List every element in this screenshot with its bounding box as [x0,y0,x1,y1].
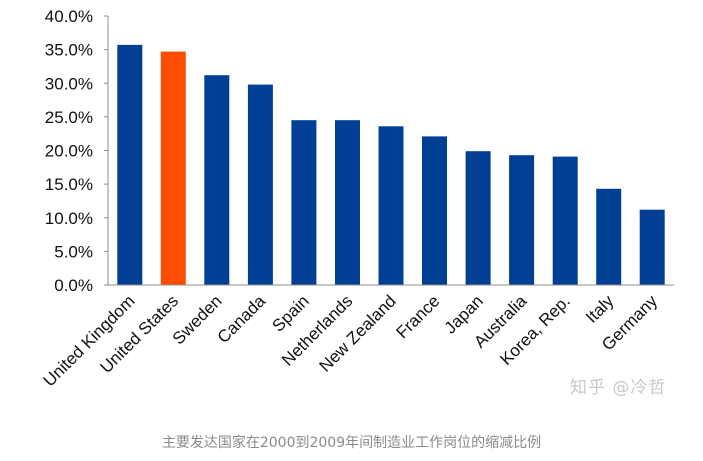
y-tick-label: 20.0% [45,142,93,161]
y-tick-label: 25.0% [45,108,93,127]
bar [465,151,491,285]
bar [160,51,186,285]
figure-caption: 主要发达国家在2000到2009年间制造业工作岗位的缩减比例 [161,435,542,451]
bar [117,44,143,286]
bars [117,44,665,286]
bar [335,120,360,285]
y-tick-label: 10.0% [45,209,93,228]
bar [509,155,535,285]
bar [552,156,578,285]
x-tick-label: Sweden [169,291,226,348]
watermark: 知乎 @冷哲 [570,378,667,398]
y-tick-label: 15.0% [45,175,93,194]
x-tick-label: Italy [582,291,618,327]
y-tick-label: 30.0% [45,74,93,93]
bar [378,126,404,285]
bar [422,136,447,285]
y-axis: 0.0% 5.0% 10.0% 15.0% 20.0% 25.0% 30.0% 35.0% 40… [45,7,108,295]
bar [247,84,273,285]
bar [639,209,665,285]
x-tick-label: New Zealand [316,291,400,375]
x-tick-label: Canada [214,291,270,347]
y-tick-label: 5.0% [54,242,93,261]
y-tick-label: 35.0% [45,41,93,60]
bar [291,120,317,285]
bar [204,75,230,285]
bar [596,188,622,285]
y-tick-label: 40.0% [45,7,93,26]
x-tick-label: France [393,291,444,342]
y-tick-label: 0.0% [54,276,93,295]
